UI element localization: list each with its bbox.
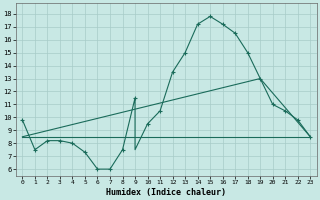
X-axis label: Humidex (Indice chaleur): Humidex (Indice chaleur) [106, 188, 226, 197]
